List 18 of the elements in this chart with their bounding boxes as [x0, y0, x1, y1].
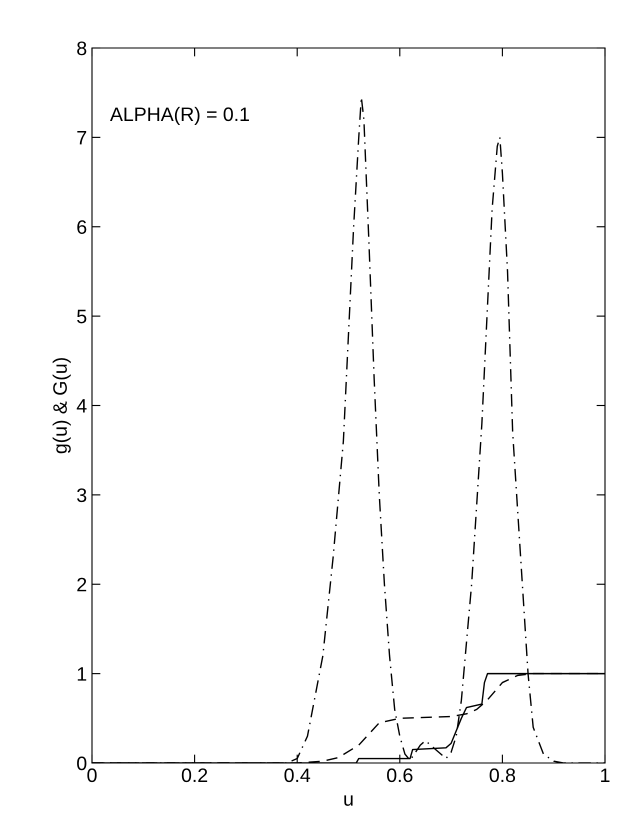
y-tick-label: 4 — [76, 399, 87, 413]
y-tick-label: 5 — [77, 310, 86, 324]
x-tick-label: 1 — [601, 768, 610, 782]
y-tick-label: 7 — [77, 131, 86, 144]
y-tick-label: 6 — [77, 220, 86, 234]
x-tick-label: 0.6 — [387, 768, 412, 782]
x-tick-label: 0.4 — [284, 768, 310, 782]
y-axis-title: g(u) & G(u) — [52, 358, 71, 454]
y-tick-label: 3 — [77, 488, 86, 502]
y-tick-label: 8 — [77, 41, 86, 56]
x-axis-title: u — [344, 795, 353, 806]
y-tick-label: 2 — [77, 578, 86, 592]
x-tick-label: 0 — [87, 768, 97, 782]
y-tick-label: 0 — [77, 756, 86, 770]
annotation: ALPHA(R) = 0.1 — [110, 106, 249, 125]
x-tick-label: 0.8 — [490, 768, 516, 782]
x-tick-label: 0.2 — [182, 768, 208, 782]
y-tick-label: 1 — [78, 667, 86, 681]
